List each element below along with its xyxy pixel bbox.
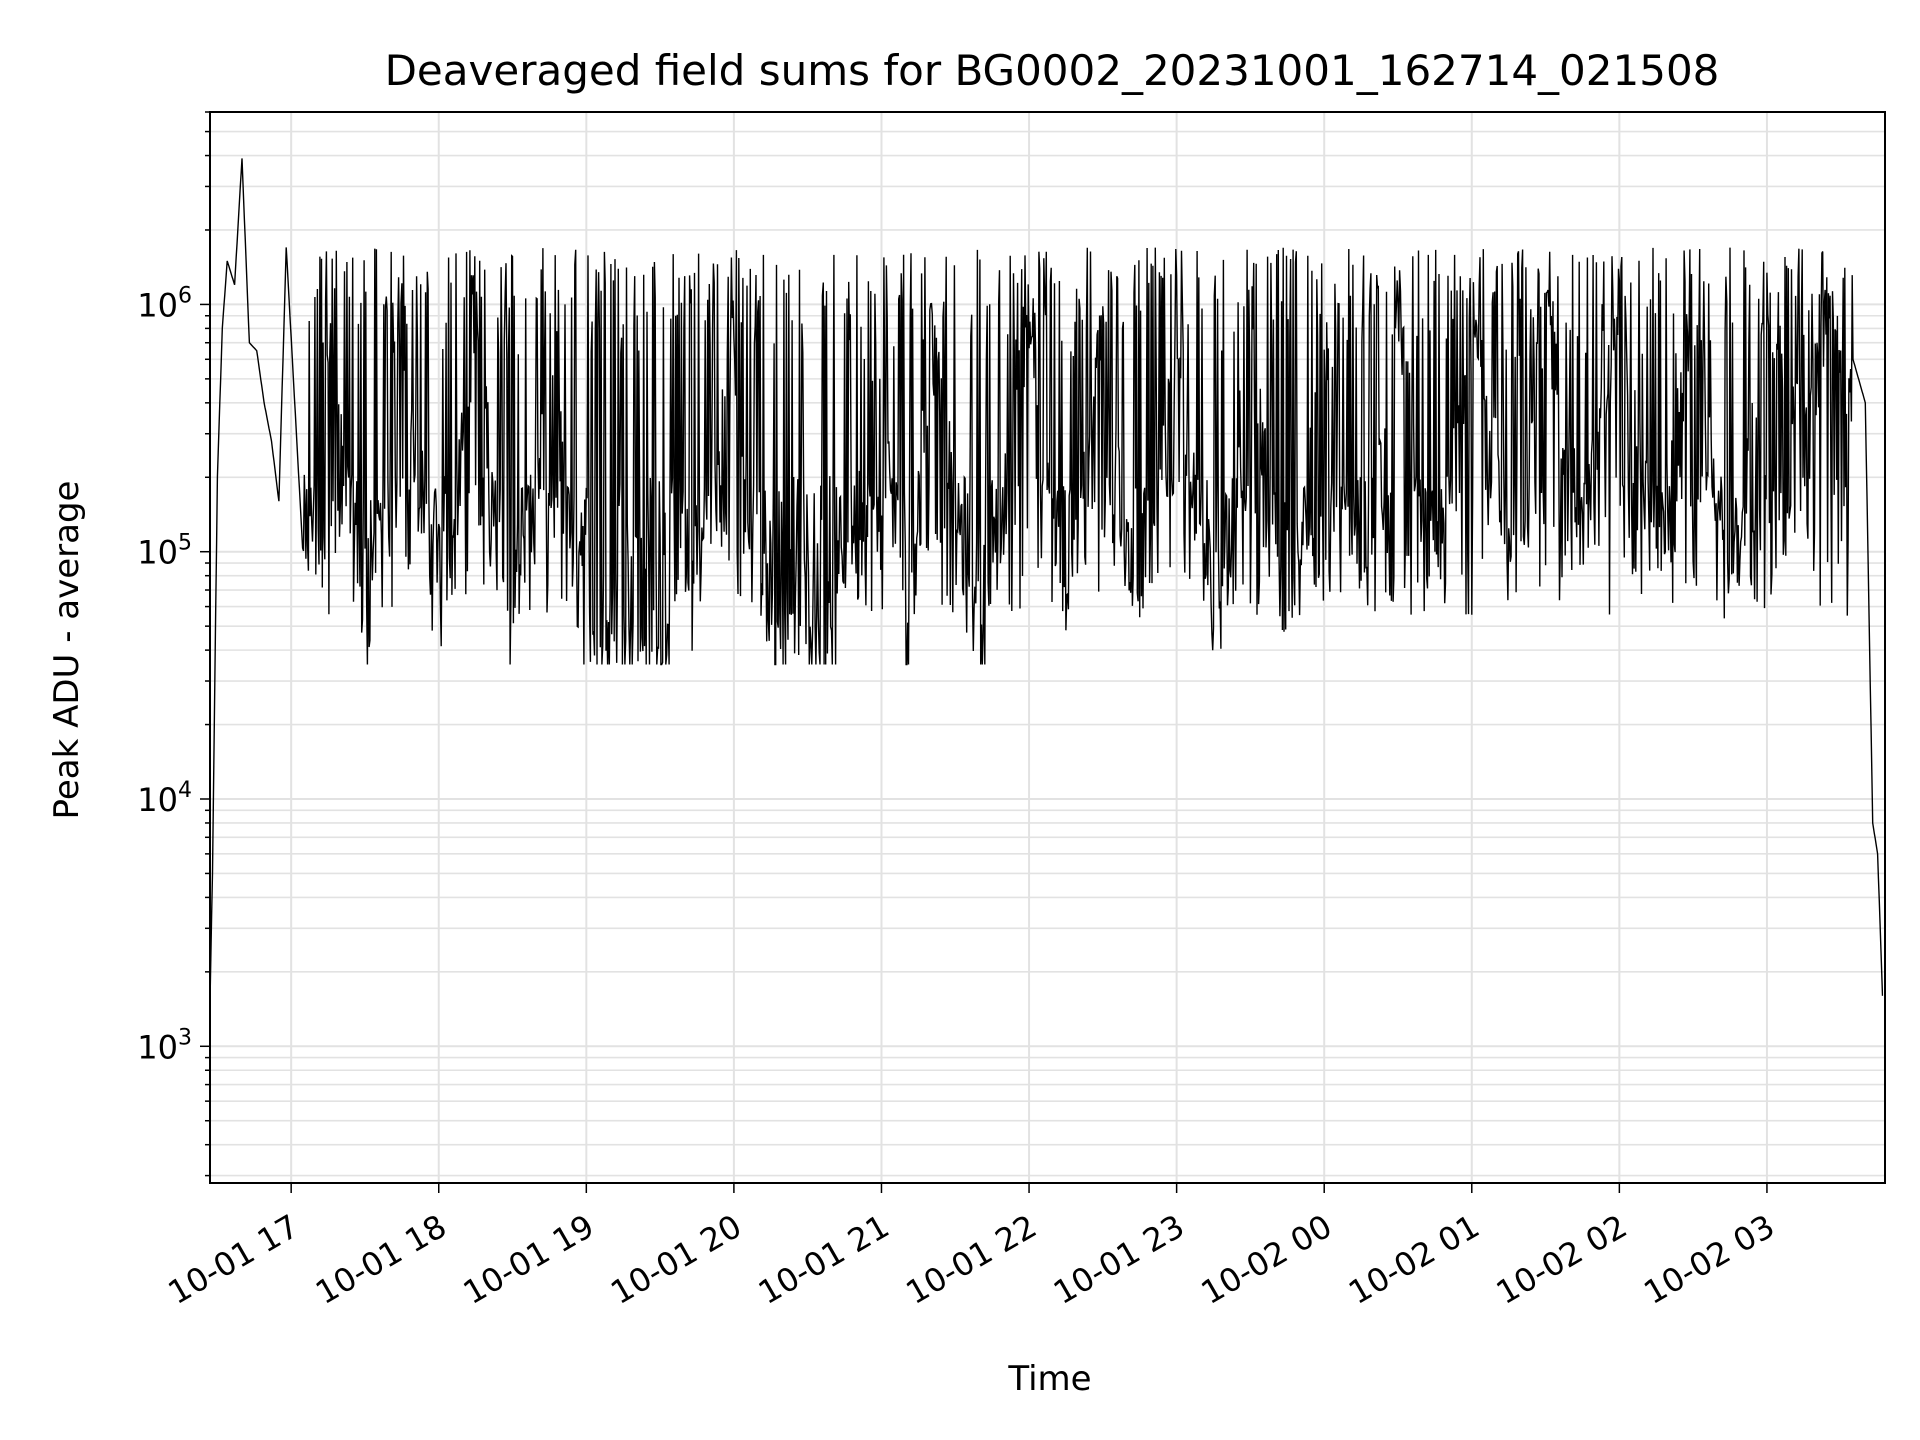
- y-tick-label: 106: [137, 283, 192, 324]
- plot-area: [210, 158, 1883, 1002]
- chart-title: Deaveraged field sums for BG0002_2023100…: [385, 46, 1720, 95]
- axes-frame: [209, 111, 1886, 1184]
- grid: [210, 111, 1885, 1183]
- y-tick-label: 104: [137, 778, 192, 819]
- x-axis-label: Time: [1007, 1359, 1091, 1399]
- series-line: [210, 158, 1883, 1002]
- y-tick-label: 103: [137, 1025, 192, 1066]
- y-tick-label: 105: [137, 531, 192, 572]
- y-axis-label: Peak ADU - average: [47, 481, 87, 820]
